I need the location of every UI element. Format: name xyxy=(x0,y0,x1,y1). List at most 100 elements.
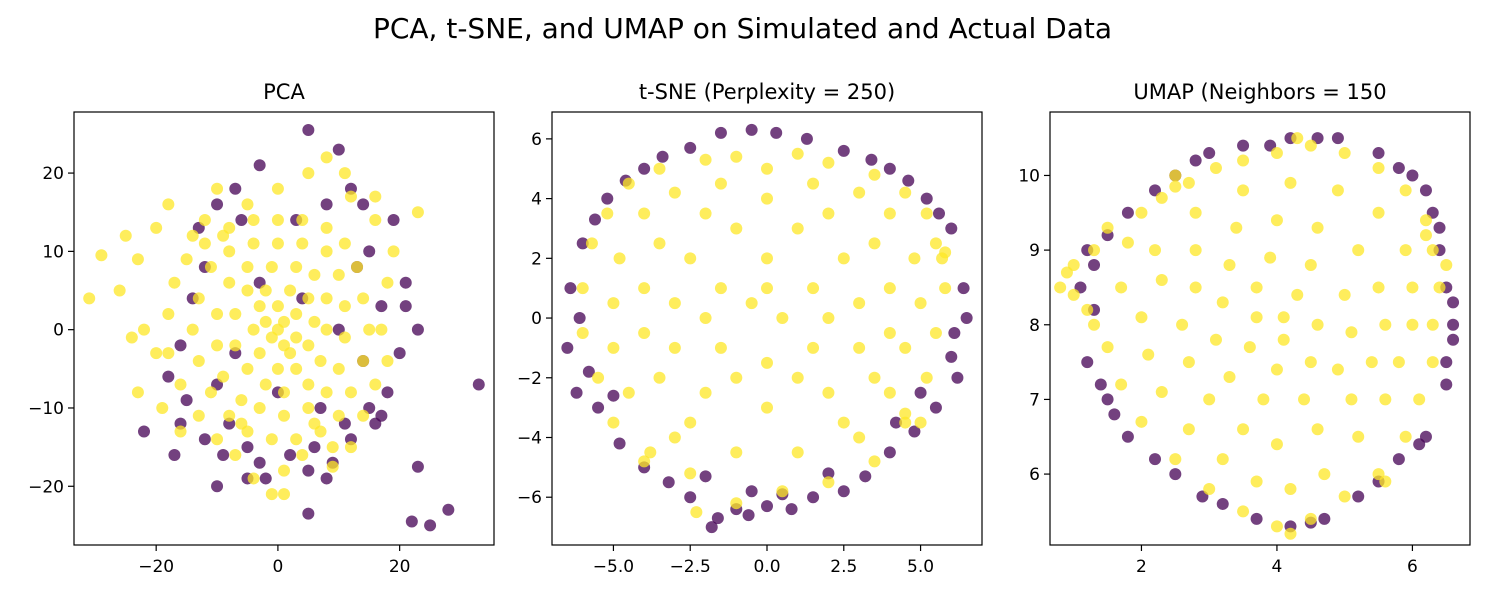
x-tick-label: −20 xyxy=(138,557,174,577)
data-point xyxy=(180,394,193,407)
data-point xyxy=(899,416,912,429)
data-point xyxy=(761,252,773,265)
y-tick-label: −2 xyxy=(517,369,542,389)
data-point xyxy=(601,207,614,220)
data-point xyxy=(411,323,424,336)
data-point xyxy=(472,378,485,391)
data-point xyxy=(592,371,605,384)
data-point xyxy=(302,401,315,414)
data-point xyxy=(853,341,866,354)
data-point xyxy=(822,156,835,169)
data-point xyxy=(1338,490,1351,503)
data-point xyxy=(119,229,132,242)
data-point xyxy=(1121,236,1134,249)
data-point xyxy=(822,312,835,325)
data-point xyxy=(1135,206,1148,219)
data-point xyxy=(253,401,266,414)
data-point xyxy=(1419,229,1432,242)
data-point xyxy=(1237,139,1250,152)
data-point xyxy=(1182,423,1195,436)
data-point xyxy=(638,207,651,220)
data-point xyxy=(1155,385,1168,398)
data-point xyxy=(320,245,333,258)
data-point xyxy=(1250,512,1263,525)
data-point xyxy=(1101,341,1114,354)
data-point xyxy=(241,284,254,297)
data-point xyxy=(868,237,881,250)
data-point xyxy=(822,467,835,480)
data-point xyxy=(241,441,254,454)
data-point xyxy=(1392,161,1405,174)
series-1 xyxy=(83,151,424,501)
data-point xyxy=(1223,259,1236,272)
data-point xyxy=(265,261,278,274)
data-point xyxy=(822,476,835,489)
data-point xyxy=(1419,184,1432,197)
data-point xyxy=(357,292,370,305)
data-point xyxy=(622,177,635,190)
data-point xyxy=(217,370,230,383)
data-point xyxy=(1372,161,1385,174)
data-point xyxy=(1447,296,1460,309)
data-point xyxy=(344,441,357,454)
data-point xyxy=(1338,147,1351,160)
data-point xyxy=(951,371,964,384)
data-point xyxy=(822,207,835,220)
data-point xyxy=(1250,475,1263,488)
figure-title: PCA, t-SNE, and UMAP on Simulated and Ac… xyxy=(372,12,1113,45)
data-point xyxy=(1372,281,1385,294)
data-point xyxy=(211,308,224,321)
data-point xyxy=(607,416,620,429)
data-point xyxy=(945,222,958,235)
data-point xyxy=(902,174,915,187)
data-point xyxy=(1399,430,1412,443)
data-point xyxy=(308,417,321,430)
panel-1: PCA −20 0 20 −20 −10 0 10 20 xyxy=(28,80,495,577)
data-point xyxy=(259,378,272,391)
y-tick-label: 7 xyxy=(1029,390,1040,410)
data-point xyxy=(1447,333,1460,346)
data-point xyxy=(1101,221,1114,234)
data-point xyxy=(1054,281,1067,294)
data-point xyxy=(211,182,224,195)
data-point xyxy=(253,159,266,172)
data-point xyxy=(1379,393,1392,406)
data-point xyxy=(308,315,321,328)
data-point xyxy=(198,433,211,446)
data-point xyxy=(1419,214,1432,227)
data-point xyxy=(271,362,284,375)
x-tick-label: 5.0 xyxy=(907,557,934,577)
x-tick-label: 6 xyxy=(1407,557,1418,577)
data-point xyxy=(684,141,697,154)
data-point xyxy=(387,245,400,258)
x-tick-label: 4 xyxy=(1272,557,1283,577)
data-point xyxy=(837,252,850,265)
data-point xyxy=(1291,132,1304,145)
data-point xyxy=(761,356,773,369)
data-point xyxy=(326,460,339,473)
data-point xyxy=(1108,408,1121,421)
data-point xyxy=(1142,348,1155,361)
data-point xyxy=(920,192,933,205)
data-point xyxy=(1257,393,1270,406)
data-point xyxy=(308,441,321,454)
data-point xyxy=(1081,303,1094,316)
data-point xyxy=(302,167,315,180)
data-point xyxy=(1352,430,1365,443)
data-point xyxy=(253,347,266,360)
data-point xyxy=(933,207,945,220)
data-point xyxy=(668,186,681,199)
data-point xyxy=(1406,281,1419,294)
data-point xyxy=(278,315,290,328)
data-point xyxy=(1209,333,1222,346)
data-point xyxy=(1331,184,1344,197)
axes-frame xyxy=(551,111,983,546)
data-point xyxy=(668,431,681,444)
data-point xyxy=(573,312,586,325)
data-point xyxy=(1447,318,1460,331)
data-point xyxy=(1318,468,1331,481)
data-point xyxy=(290,261,303,274)
data-point xyxy=(761,192,773,205)
y-tick-label: −4 xyxy=(517,428,542,448)
